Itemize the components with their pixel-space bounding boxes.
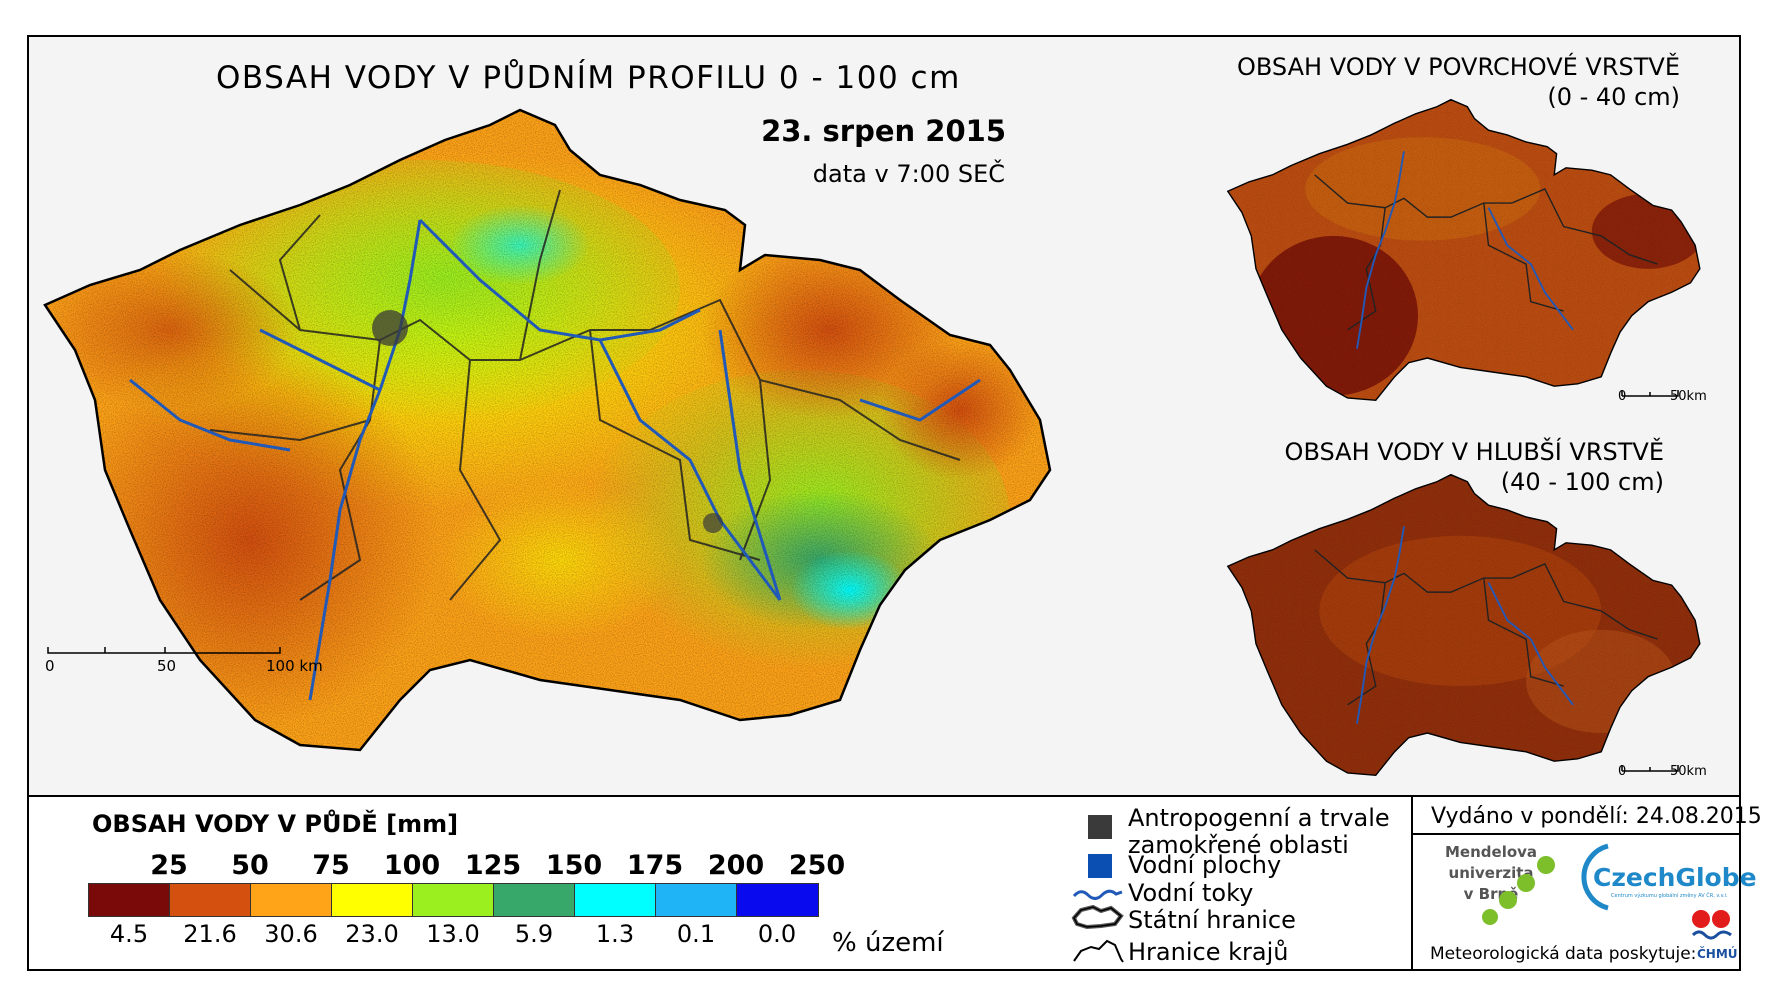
legend-percent: 23.0 bbox=[345, 920, 399, 948]
urban-area-label-line1: Antropogenní a trvale bbox=[1128, 804, 1390, 832]
state-border-icon bbox=[1071, 904, 1124, 930]
legend-percent: 4.5 bbox=[109, 920, 149, 948]
legend-bound-50: 50 bbox=[231, 850, 269, 881]
region-border-label: Hranice krajů bbox=[1128, 938, 1289, 966]
mendel-university-logo bbox=[1482, 856, 1555, 925]
water-body-icon bbox=[1088, 854, 1112, 878]
inset-surface-title-line1: OBSAH VODY V POVRCHOVÉ VRSTVĚ bbox=[1237, 53, 1680, 81]
main-title: OBSAH VODY V PŮDNÍM PROFILU 0 - 100 cm bbox=[216, 60, 961, 96]
legend-percent: 1.3 bbox=[595, 920, 635, 948]
main-scale-bar bbox=[47, 647, 281, 654]
inset-deep-scale-bar bbox=[1621, 765, 1679, 772]
main-scale-tick-0: 0 bbox=[45, 657, 55, 675]
legend-bound-200: 200 bbox=[707, 850, 765, 881]
legend-swatch bbox=[494, 884, 575, 916]
main-scale-tick-50: 50 bbox=[157, 657, 177, 675]
legend-percent: 5.9 bbox=[514, 920, 554, 948]
chmu-logo bbox=[1691, 910, 1732, 940]
river-label: Vodní toky bbox=[1128, 879, 1254, 907]
inset-surface-scale-bar bbox=[1621, 390, 1679, 397]
legend-swatch bbox=[251, 884, 332, 916]
inset-surface-title: OBSAH VODY V POVRCHOVÉ VRSTVĚ (0 - 40 cm… bbox=[1237, 52, 1680, 112]
main-soil-water-map bbox=[43, 108, 1052, 752]
legend-swatch bbox=[413, 884, 494, 916]
legend-bound-25: 25 bbox=[150, 850, 188, 881]
legend-swatch bbox=[170, 884, 251, 916]
legend-percentages: 4.5 21.6 30.6 23.0 13.0 5.9 1.3 0.1 0.0 bbox=[0, 920, 900, 950]
footer-divider-vertical bbox=[1411, 795, 1413, 971]
legend-percent: 0.1 bbox=[676, 920, 716, 948]
legend-swatch bbox=[89, 884, 170, 916]
legend-bound-100: 100 bbox=[383, 850, 441, 881]
legend-bound-75: 75 bbox=[312, 850, 350, 881]
inset-surface-scale-0: 0 bbox=[1618, 389, 1627, 404]
water-body-label: Vodní plochy bbox=[1128, 851, 1282, 879]
czechglobe-logo-arc bbox=[1581, 843, 1609, 911]
urban-area-label: Antropogenní a trvale zamokřené oblasti bbox=[1128, 805, 1390, 859]
inset-deep-layer-map bbox=[1227, 473, 1701, 777]
legend-bounds: 25 50 75 100 125 150 175 200 250 bbox=[0, 850, 900, 881]
legend-swatch bbox=[575, 884, 656, 916]
legend-swatch bbox=[332, 884, 413, 916]
urban-area-icon bbox=[1088, 815, 1112, 839]
map-date: 23. srpen 2015 bbox=[761, 114, 1006, 148]
chmu-logo-text: ČHMÚ bbox=[1697, 947, 1738, 961]
mendel-line1: Mendelova bbox=[1445, 843, 1538, 861]
inset-surface-scale-50: 50km bbox=[1670, 389, 1707, 404]
legend-bound-175: 175 bbox=[626, 850, 684, 881]
legend-bound-125: 125 bbox=[464, 850, 522, 881]
footer-divider-horizontal bbox=[1411, 833, 1739, 835]
legend-percent: 0.0 bbox=[757, 920, 797, 948]
legend-swatch bbox=[656, 884, 737, 916]
inset-deep-title-line2: (40 - 100 cm) bbox=[1500, 468, 1664, 496]
legend-swatch bbox=[737, 884, 818, 916]
meteo-data-credit: Meteorologická data poskytuje: bbox=[1430, 944, 1697, 964]
legend-divider bbox=[29, 795, 1739, 797]
legend-bound-150: 150 bbox=[545, 850, 603, 881]
legend-percent: 21.6 bbox=[183, 920, 237, 948]
czechglobe-subtitle: Centrum výzkumu globální změny AV ČR, v.… bbox=[1611, 893, 1728, 899]
legend-bound-250: 250 bbox=[788, 850, 846, 881]
legend-unit: % území bbox=[832, 928, 944, 958]
inset-deep-scale-0: 0 bbox=[1618, 764, 1627, 779]
state-border-label: Státní hranice bbox=[1128, 906, 1296, 934]
inset-deep-scale-50: 50km bbox=[1670, 764, 1707, 779]
issued-date: Vydáno v pondělí: 24.08.2015 bbox=[1431, 804, 1762, 829]
inset-deep-title: OBSAH VODY V HLUBŠÍ VRSTVĚ (40 - 100 cm) bbox=[1285, 437, 1664, 497]
legend-color-scale bbox=[88, 883, 819, 917]
legend-percent: 30.6 bbox=[264, 920, 318, 948]
inset-deep-title-line1: OBSAH VODY V HLUBŠÍ VRSTVĚ bbox=[1284, 438, 1664, 466]
river-icon bbox=[1072, 889, 1123, 900]
czechglobe-logo: CzechGlobe bbox=[1593, 863, 1757, 892]
region-border-icon bbox=[1073, 939, 1124, 963]
mendel-line2: univerzita bbox=[1448, 864, 1534, 882]
urban-area-label-line2: zamokřené oblasti bbox=[1128, 831, 1349, 859]
main-scale-tick-100: 100 km bbox=[266, 657, 323, 675]
inset-surface-layer-map bbox=[1227, 98, 1701, 402]
inset-surface-title-line2: (0 - 40 cm) bbox=[1547, 83, 1680, 111]
legend-percent: 13.0 bbox=[426, 920, 480, 948]
data-time-note: data v 7:00 SEČ bbox=[812, 160, 1005, 188]
legend-title: OBSAH VODY V PŮDĚ [mm] bbox=[92, 810, 459, 838]
mendel-university-logo-text: Mendelova univerzita v Brně bbox=[1445, 842, 1537, 905]
